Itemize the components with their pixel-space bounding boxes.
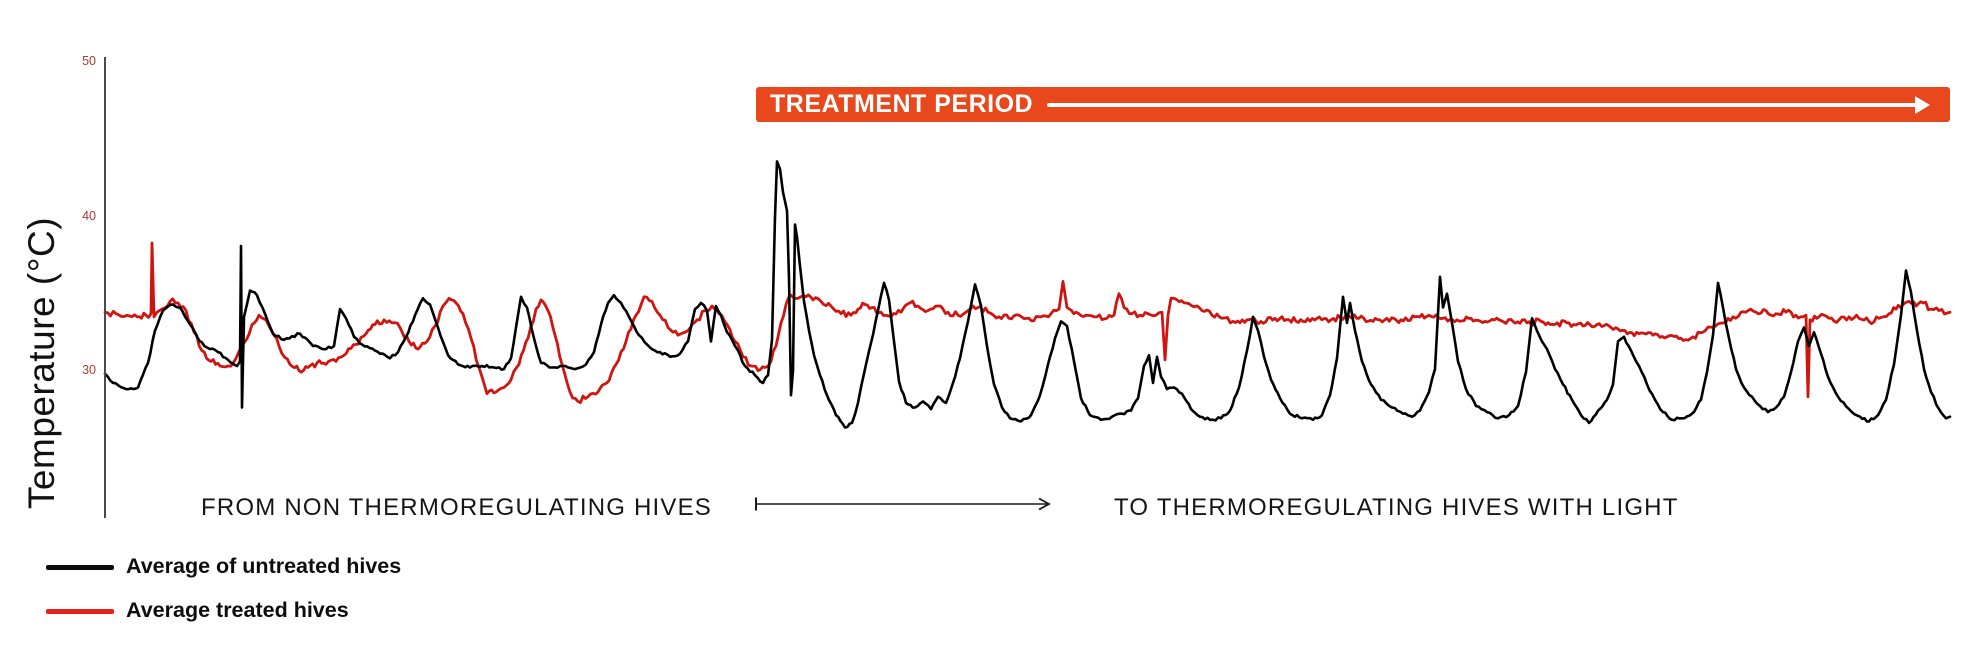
legend-label-treated: Average treated hives — [126, 598, 349, 622]
arrow-head — [1915, 95, 1930, 114]
legend-swatch-treated — [46, 609, 114, 614]
treatment-period-label: TREATMENT PERIOD — [770, 90, 1034, 118]
series-line-treated — [103, 241, 1952, 404]
y-tick-40: 40 — [82, 209, 96, 223]
y-tick-50: 50 — [82, 54, 96, 68]
y-tick-30: 30 — [82, 363, 96, 377]
treatment-period-banner: TREATMENT PERIOD — [756, 87, 1950, 122]
right-arrow-icon — [1047, 95, 1930, 114]
y-axis-title: Temperature (°C) — [21, 216, 62, 510]
annotation-from-hives: FROM NON THERMOREGULATING HIVES — [201, 494, 713, 521]
series-line-untreated — [103, 160, 1952, 429]
transition-arrow-icon — [755, 497, 1051, 511]
annotation-to-hives: TO THERMOREGULATING HIVES WITH LIGHT — [1114, 494, 1679, 521]
arrow-shaft — [1047, 102, 1917, 107]
legend-label-untreated: Average of untreated hives — [126, 554, 402, 578]
legend-swatch-untreated — [46, 565, 114, 570]
y-axis-line — [104, 57, 106, 518]
